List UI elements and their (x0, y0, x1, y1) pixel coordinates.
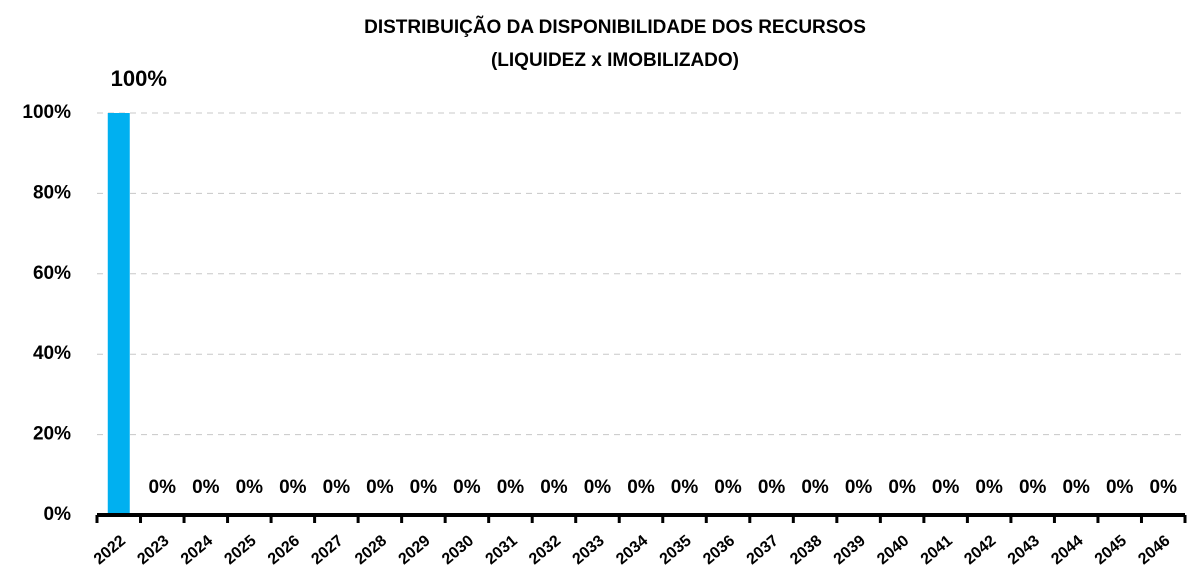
y-tick-label: 60% (33, 263, 71, 284)
x-tick-label: 2022 (91, 532, 129, 568)
y-tick-label: 0% (44, 504, 72, 525)
x-tick-label: 2026 (265, 532, 303, 568)
value-label: 0% (497, 477, 525, 498)
value-label: 0% (758, 477, 786, 498)
value-label: 0% (366, 477, 394, 498)
value-label: 0% (584, 477, 612, 498)
value-label: 0% (323, 477, 351, 498)
x-tick-label: 2040 (874, 532, 912, 568)
x-tick-label: 2028 (352, 532, 390, 568)
x-tick-label: 2044 (1048, 532, 1086, 568)
value-label: 0% (1150, 477, 1178, 498)
x-tick-label: 2030 (439, 532, 477, 568)
y-tick-label: 100% (22, 102, 71, 123)
x-tick-label: 2045 (1092, 532, 1130, 568)
x-tick-label: 2034 (613, 532, 651, 568)
x-tick-label: 2041 (918, 532, 956, 568)
x-tick-label: 2042 (961, 532, 999, 568)
value-label: 100% (111, 66, 167, 91)
x-tick-label: 2036 (700, 532, 738, 568)
x-tick-label: 2037 (744, 532, 782, 568)
x-tick-label: 2046 (1135, 532, 1173, 568)
value-label: 0% (149, 477, 177, 498)
x-tick-label: 2027 (308, 532, 346, 568)
y-tick-label: 40% (33, 343, 71, 364)
x-tick-label: 2035 (657, 532, 695, 568)
x-tick-label: 2043 (1005, 532, 1043, 568)
value-label: 0% (801, 477, 829, 498)
x-tick-label: 2031 (483, 532, 521, 568)
value-label: 0% (453, 477, 481, 498)
y-tick-label: 80% (33, 182, 71, 203)
value-label: 0% (1019, 477, 1047, 498)
x-tick-label: 2033 (570, 532, 608, 568)
x-tick-label: 2025 (221, 532, 259, 568)
value-label: 0% (975, 477, 1003, 498)
x-tick-label: 2024 (178, 532, 216, 568)
value-label: 0% (236, 477, 264, 498)
x-tick-label: 2038 (787, 532, 825, 568)
value-label: 0% (845, 477, 873, 498)
bar (107, 113, 130, 515)
x-tick-label: 2029 (395, 532, 433, 568)
x-tick-label: 2032 (526, 532, 564, 568)
value-label: 0% (1062, 477, 1090, 498)
value-label: 0% (932, 477, 960, 498)
x-tick-label: 2023 (134, 532, 172, 568)
chart-title: DISTRIBUIÇÃO DA DISPONIBILIDADE DOS RECU… (364, 16, 866, 38)
y-tick-label: 20% (33, 424, 71, 445)
value-label: 0% (714, 477, 742, 498)
value-label: 0% (1106, 477, 1134, 498)
value-label: 0% (192, 477, 220, 498)
value-label: 0% (627, 477, 655, 498)
value-label: 0% (888, 477, 916, 498)
value-label: 0% (540, 477, 568, 498)
value-label: 0% (671, 477, 699, 498)
value-label: 0% (279, 477, 307, 498)
x-tick-label: 2039 (831, 532, 869, 568)
value-label: 0% (410, 477, 438, 498)
chart-title: (LIQUIDEZ x IMOBILIZADO) (491, 50, 739, 71)
